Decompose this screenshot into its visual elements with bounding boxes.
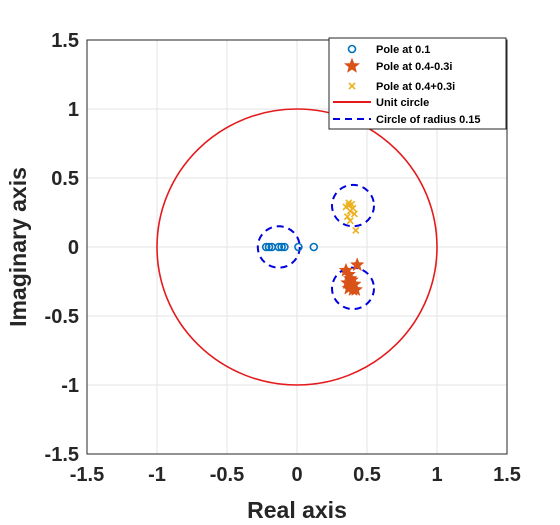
pole-point-circle: [309, 242, 319, 252]
legend-marker-circle: [347, 44, 357, 54]
radius-circle: [331, 183, 375, 228]
y-tick-label: -1.5: [45, 444, 79, 466]
pole-point-circle: [280, 242, 289, 252]
x-tick-label: -1: [148, 464, 166, 486]
x-tick-label: -1.5: [70, 464, 104, 486]
x-tick-label: 0.5: [353, 464, 381, 486]
legend-label: Unit circle: [376, 97, 429, 109]
pole-point-star: [344, 272, 359, 287]
pole-point-circle: [261, 242, 271, 252]
legend-marker-star: [344, 57, 360, 73]
y-tick-label: 0.5: [51, 168, 79, 190]
legend: Pole at 0.1 Pole at 0.4-0.3i Pole at 0.4…: [328, 37, 507, 130]
x-tick-label: 1.5: [493, 464, 521, 486]
x-axis-label: Real axis: [247, 497, 347, 523]
pole-point-star: [341, 280, 357, 295]
pole-point-x: [345, 199, 353, 207]
circles: [156, 108, 438, 386]
legend-entry-unit-circle: Unit circle: [333, 97, 429, 109]
pole-point-circle: [277, 242, 286, 252]
legend-entry-pole-0-4-minus-0-3i: Pole at 0.4-0.3i: [344, 57, 452, 73]
pole-point-star: [349, 257, 365, 272]
data-points: [261, 199, 365, 297]
unit-circle: [156, 108, 438, 386]
pole-point-circle: [274, 242, 284, 252]
x-tick-labels: -1.5 -1 -0.5 0 0.5 1 1.5: [70, 464, 521, 486]
legend-box: [328, 37, 507, 130]
pole-point-circle: [294, 242, 303, 252]
legend-label: Pole at 0.4-0.3i: [376, 61, 452, 73]
pole-point-circle: [264, 242, 274, 252]
legend-marker-x: [348, 82, 356, 90]
radius-circle: [256, 225, 301, 269]
legend-label: Pole at 0.4+0.3i: [376, 81, 455, 93]
pole-point-x: [350, 210, 358, 218]
x-tick-label: -0.5: [210, 464, 244, 486]
x-tick-label: 1: [431, 464, 442, 486]
legend-label: Pole at 0.1: [376, 44, 430, 56]
pole-point-x: [346, 217, 354, 225]
pole-point-x: [343, 213, 351, 221]
pole-point-x: [349, 204, 357, 212]
y-axis-label: Imaginary axis: [5, 167, 31, 327]
y-tick-label: 1.5: [51, 30, 79, 52]
legend-label: Circle of radius 0.15: [376, 114, 481, 126]
legend-entry-circle-radius-0-15: Circle of radius 0.15: [333, 114, 481, 126]
x-tick-label: 0: [291, 464, 302, 486]
y-tick-label: 0: [68, 237, 79, 259]
pole-point-x: [352, 226, 360, 235]
y-tick-label: 1: [68, 99, 79, 121]
plot-border: [86, 39, 508, 455]
legend-entry-pole-0-4-plus-0-3i: Pole at 0.4+0.3i: [348, 81, 455, 93]
radius-circle: [331, 266, 375, 311]
y-tick-labels: 1.5 1 0.5 0 -0.5 -1 -1.5: [45, 30, 79, 466]
y-tick-label: -1: [61, 375, 79, 397]
y-tick-label: -0.5: [45, 306, 79, 328]
legend-entry-pole-0-1: Pole at 0.1: [347, 44, 430, 56]
